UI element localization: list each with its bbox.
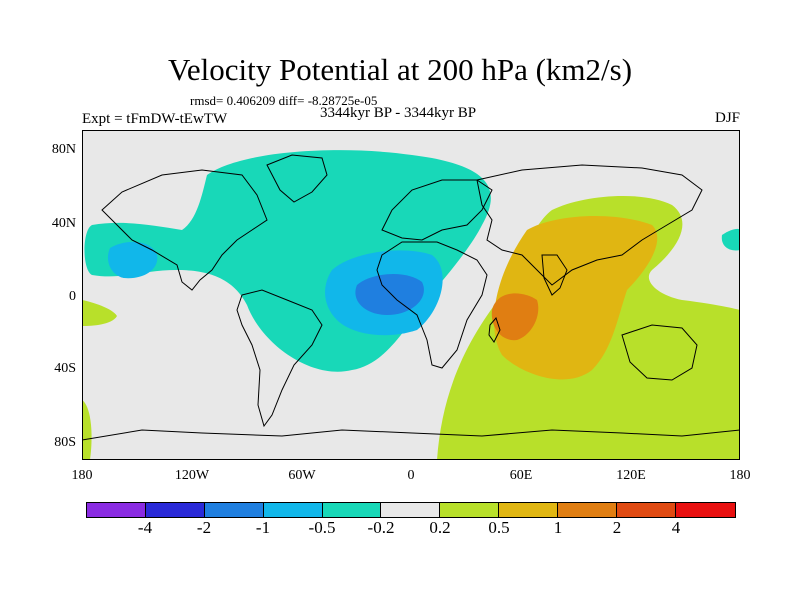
y-tick-80n: 80N — [51, 142, 76, 157]
coast-north-america — [101, 169, 268, 291]
velocity-potential-map — [82, 130, 740, 460]
colorbar-box — [617, 503, 676, 517]
colorbar-label: -2 — [196, 518, 212, 537]
coast-south-america — [236, 289, 323, 428]
map-title: Velocity Potential at 200 hPa (km2/s) — [167, 52, 633, 87]
coast-antarctica — [82, 429, 740, 441]
colorbar-box — [87, 503, 146, 517]
coast-europe — [381, 179, 493, 241]
colorbar-label: 4 — [671, 518, 681, 537]
y-tick-40s: 40S — [54, 361, 76, 376]
colorbar-box — [145, 503, 205, 517]
y-tick-80s: 80S — [54, 435, 76, 450]
coast-australia — [621, 324, 698, 381]
coastlines — [82, 154, 740, 441]
colorbar — [86, 502, 736, 518]
colorbar-label: 2 — [612, 518, 622, 537]
contour-pos-mid — [494, 215, 658, 380]
colorbar-label: 1 — [553, 518, 563, 537]
contour-neg-east-pacific — [721, 228, 740, 251]
x-tick-60w: 60W — [288, 468, 316, 483]
colorbar-label: -0.5 — [308, 518, 336, 537]
colorbar-box — [381, 503, 441, 517]
colorbar-label: 0.5 — [488, 518, 510, 537]
colorbar-box — [440, 503, 500, 517]
y-tick-0: 0 — [69, 289, 76, 304]
coast-india — [541, 254, 568, 296]
contour-pos-small-southwest — [82, 400, 92, 460]
x-tick-120e: 120E — [616, 468, 646, 483]
experiment-label: Expt = tFmDW-tEwTW — [82, 111, 228, 127]
colorbar-box — [558, 503, 618, 517]
x-tick-180w: 180 — [71, 468, 93, 483]
colorbar-label: -4 — [137, 518, 153, 537]
map-frame — [82, 130, 740, 460]
colorbar-box — [499, 503, 559, 517]
x-tick-180e: 180 — [729, 468, 751, 483]
x-tick-0: 0 — [407, 468, 415, 483]
contour-neg-large — [355, 274, 424, 315]
colorbar-box — [675, 503, 735, 517]
colorbar-box — [204, 503, 264, 517]
y-tick-40n: 40N — [51, 216, 76, 231]
coast-madagascar — [488, 317, 501, 343]
coast-asia — [476, 164, 703, 286]
season-label: DJF — [714, 110, 740, 126]
coast-africa — [376, 241, 488, 369]
colorbar-box — [263, 503, 323, 517]
colorbar-label: -0.2 — [367, 518, 395, 537]
x-tick-120w: 120W — [174, 468, 210, 483]
coast-greenland — [266, 154, 328, 203]
statistics-label: rmsd= 0.406209 diff= -8.28725e-05 — [190, 93, 378, 108]
colorbar-box — [322, 503, 382, 517]
period-label: 3344kyr BP - 3344kyr BP — [320, 105, 477, 121]
contour-neg-mid-west — [107, 241, 158, 279]
x-tick-60e: 60E — [509, 468, 533, 483]
colorbar-label: -1 — [255, 518, 271, 537]
colorbar-label: 0.2 — [429, 518, 451, 537]
contour-pos-large — [491, 293, 539, 341]
contour-pos-small-west — [82, 300, 117, 326]
